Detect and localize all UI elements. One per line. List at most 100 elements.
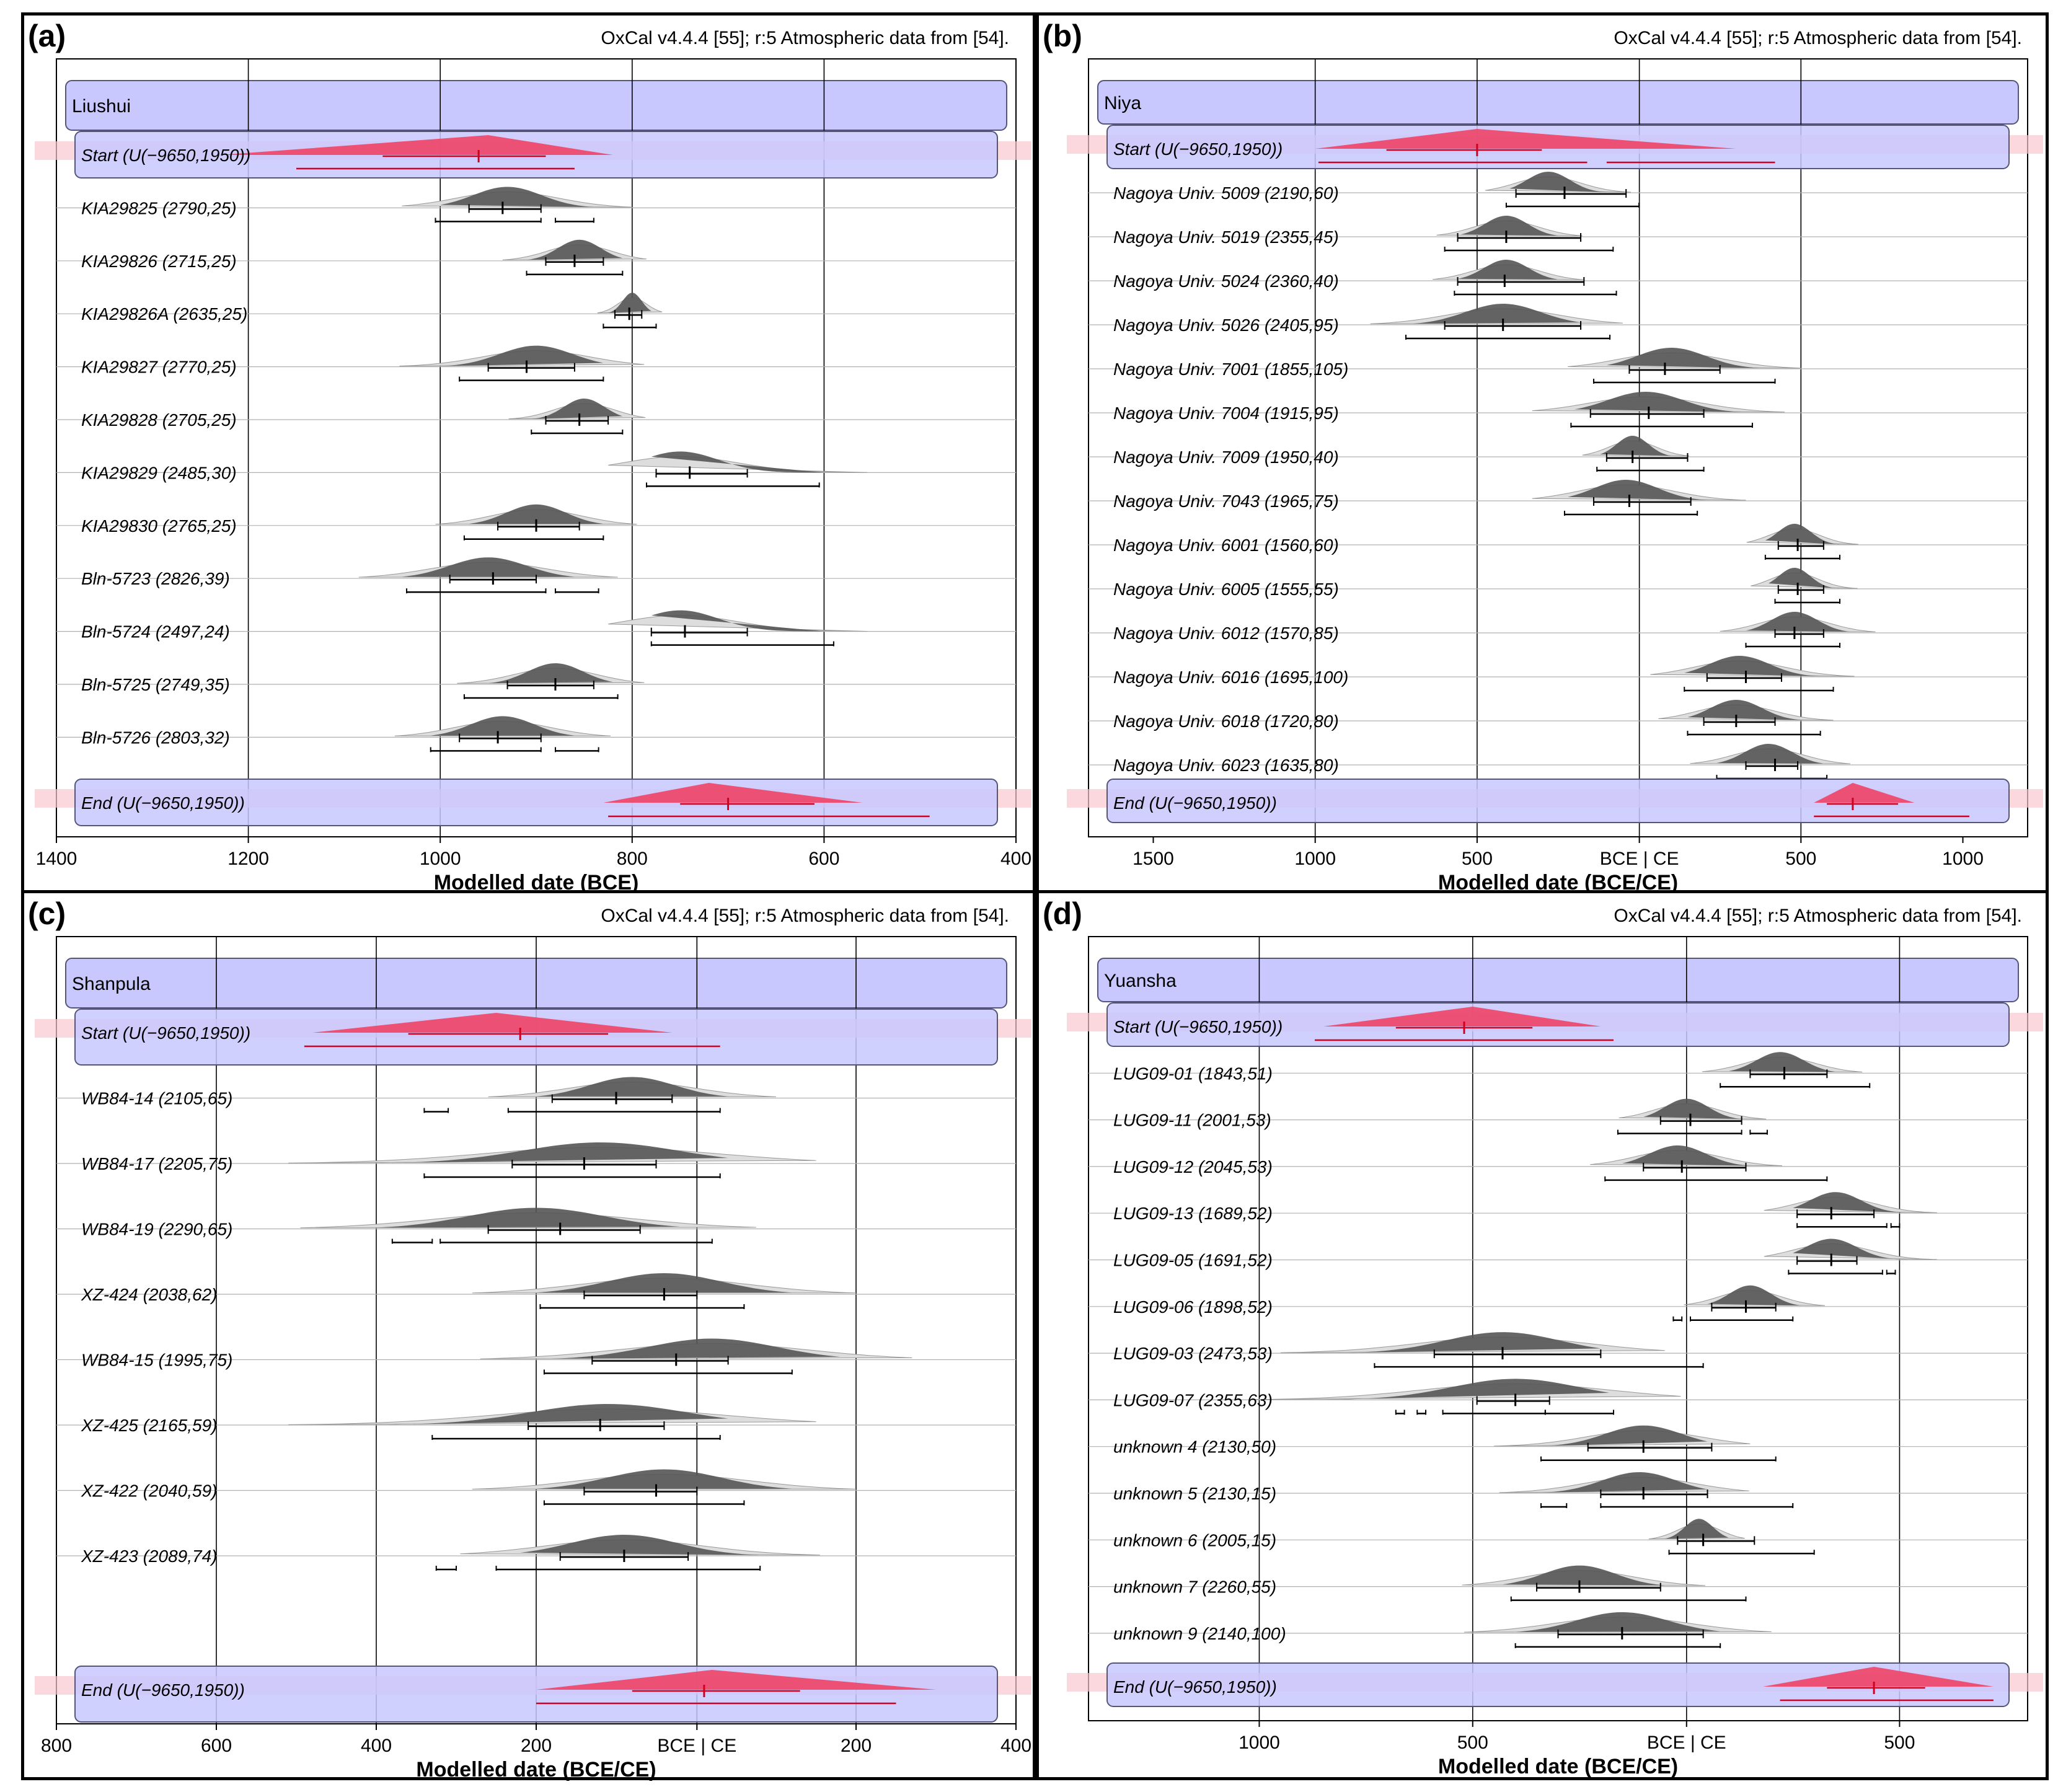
row-label: KIA29828 (2705,25): [81, 410, 237, 430]
row-label: unknown 9 (2140,100): [1113, 1624, 1286, 1643]
row-label: WB84-17 (2205,75): [81, 1154, 232, 1173]
ridgeline-plot-b: Niya Start (U(−9650,1950)) Nagoya Univ. 50…: [1067, 58, 2043, 894]
posterior-distribution: [430, 716, 575, 736]
row-label: LUG09-06 (1898,52): [1113, 1297, 1273, 1317]
posterior-distribution: [552, 1338, 841, 1359]
x-tick-label: 1000: [1239, 1732, 1280, 1753]
posterior-distribution: [1606, 348, 1762, 368]
prior-distribution: [608, 456, 868, 473]
row-label: Nagoya Univ. 6001 (1560,60): [1113, 536, 1339, 555]
x-tick-label: 1000: [1942, 849, 1984, 869]
oxcal-credit: OxCal v4.4.4 [55]; r:5 Atmospheric data …: [1614, 28, 2022, 48]
boundary-distribution: [536, 1670, 936, 1690]
group-label: Niya: [1104, 93, 1141, 113]
x-tick-label: BCE | CE: [657, 1736, 736, 1756]
row-label: unknown 4 (2130,50): [1113, 1437, 1276, 1457]
boundary-distribution: [219, 135, 613, 155]
posterior-distribution: [440, 345, 604, 366]
ridgeline-plot-d: Yuansha Start (U(−9650,1950)) LUG09-01 (18…: [1067, 936, 2043, 1778]
posterior-distribution: [440, 187, 594, 207]
row-label: Nagoya Univ. 7009 (1950,40): [1113, 448, 1339, 467]
row-label: Bln-5724 (2497,24): [81, 622, 230, 642]
posterior-distribution: [1769, 568, 1840, 589]
row-label: unknown 7 (2260,55): [1113, 1578, 1276, 1597]
posterior-distribution: [1503, 1565, 1665, 1586]
boundary-band: [1106, 1662, 2010, 1707]
row-label: KIA29826A (2635,25): [81, 304, 247, 324]
posterior-distribution: [520, 1535, 761, 1555]
posterior-distribution: [1746, 612, 1850, 632]
x-tick-label: 1500: [1133, 849, 1174, 869]
boundary-distribution: [1315, 129, 1736, 149]
boundary-band: [74, 1009, 998, 1066]
posterior-distribution: [1457, 260, 1558, 280]
posterior-distribution: [536, 1077, 728, 1097]
posterior-distribution: [536, 1273, 792, 1293]
row-label: End (U(−9650,1950)): [1113, 1677, 1277, 1697]
boundary-distribution: [1763, 1667, 1994, 1687]
boundary-distribution: [1323, 1007, 1601, 1026]
posterior-distribution: [1574, 392, 1743, 412]
x-tick-label: 1200: [227, 849, 269, 869]
row-label: WB84-19 (2290,65): [81, 1220, 232, 1239]
x-tick-label: 800: [41, 1736, 72, 1756]
row-label: XZ-425 (2165,59): [81, 1416, 217, 1435]
x-tick-label: BCE | CE: [1600, 849, 1679, 869]
posterior-distribution: [376, 1207, 681, 1228]
posterior-distribution: [469, 504, 604, 524]
posterior-distribution: [1765, 524, 1840, 545]
x-tick-label: 400: [1000, 1736, 1031, 1756]
x-tick-label: 200: [841, 1736, 872, 1756]
row-label: Nagoya Univ. 7001 (1855,105): [1113, 360, 1348, 379]
group-label: Liushui: [72, 96, 131, 117]
row-label: LUG09-07 (2355,63): [1113, 1390, 1273, 1410]
x-tick-label: 500: [1457, 1732, 1488, 1753]
x-tick-label: 400: [361, 1736, 392, 1756]
row-label: XZ-423 (2089,74): [81, 1547, 217, 1566]
plot-frame: [1088, 936, 2028, 1721]
posterior-distribution: [1684, 656, 1821, 677]
posterior-distribution: [1323, 1379, 1610, 1400]
row-label: LUG09-03 (2473,53): [1113, 1344, 1273, 1363]
x-tick-label: 500: [1884, 1732, 1915, 1753]
plot-frame: [1088, 58, 2028, 837]
posterior-distribution: [1412, 304, 1581, 324]
row-label: Nagoya Univ. 5019 (2355,45): [1113, 227, 1339, 247]
prior-distribution: [608, 615, 868, 632]
posterior-distribution: [651, 451, 824, 473]
posterior-distribution: [651, 610, 824, 632]
panel-label: (c): [28, 896, 66, 931]
panel-label: (a): [28, 19, 66, 53]
posterior-distribution: [376, 1142, 728, 1163]
row-label: Start (U(−9650,1950)): [1113, 1017, 1283, 1036]
row-label: WB84-15 (1995,75): [81, 1351, 232, 1370]
boundary-distribution: [1814, 783, 1915, 803]
posterior-distribution: [1345, 1332, 1601, 1353]
row-label: Bln-5723 (2826,39): [81, 569, 230, 588]
row-label: Nagoya Univ. 6016 (1695,100): [1113, 668, 1348, 687]
row-label: LUG09-13 (1689,52): [1113, 1204, 1273, 1223]
row-label: End (U(−9650,1950)): [81, 793, 245, 813]
row-label: Bln-5725 (2749,35): [81, 675, 230, 694]
row-label: Start (U(−9650,1950)): [81, 1023, 250, 1043]
row-label: LUG09-05 (1691,52): [1113, 1251, 1273, 1270]
x-tick-label: 600: [201, 1736, 232, 1756]
oxcal-credit: OxCal v4.4.4 [55]; r:5 Atmospheric data …: [601, 28, 1009, 48]
posterior-distribution: [1729, 1052, 1836, 1072]
x-tick-label: 1000: [420, 849, 461, 869]
posterior-distribution: [1622, 1145, 1751, 1166]
x-axis-title: Modelled date (BCE/CE): [416, 1758, 656, 1781]
posterior-distribution: [1515, 1612, 1721, 1632]
posterior-distribution: [531, 399, 623, 419]
row-label: Nagoya Univ. 6012 (1570,85): [1113, 624, 1339, 643]
row-label: WB84-14 (2105,65): [81, 1089, 232, 1108]
oxcal-credit: OxCal v4.4.4 [55]; r:5 Atmospheric data …: [601, 906, 1009, 926]
posterior-distribution: [1568, 480, 1710, 500]
posterior-distribution: [488, 663, 613, 684]
row-label: Nagoya Univ. 6005 (1555,55): [1113, 580, 1339, 599]
posterior-distribution: [1793, 1192, 1909, 1213]
panel-b: (b) OxCal v4.4.4 [55]; r:5 Atmospheric d…: [1036, 12, 2049, 894]
posterior-distribution: [1707, 1285, 1801, 1306]
group-label: Yuansha: [1104, 971, 1177, 991]
x-tick-label: 600: [808, 849, 839, 869]
